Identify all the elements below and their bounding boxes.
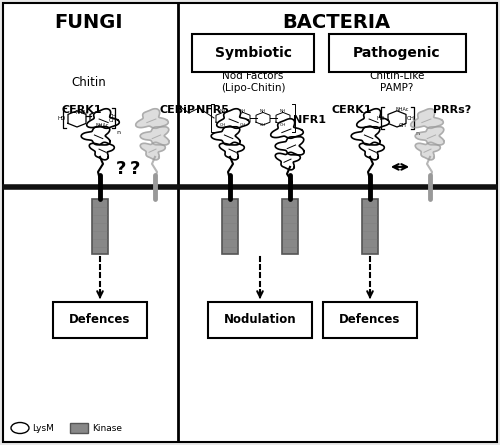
Text: ?: ? — [130, 160, 140, 178]
Text: Defences: Defences — [70, 313, 130, 326]
Polygon shape — [211, 127, 240, 145]
Text: OH: OH — [109, 118, 117, 123]
Text: Chitin-Like
PAMP?: Chitin-Like PAMP? — [370, 71, 424, 93]
Bar — [362, 199, 378, 254]
Text: NH: NH — [280, 109, 286, 113]
Bar — [222, 199, 238, 254]
FancyBboxPatch shape — [323, 302, 417, 338]
Polygon shape — [86, 109, 120, 128]
Polygon shape — [276, 152, 300, 170]
Text: OH: OH — [398, 123, 406, 128]
Polygon shape — [90, 142, 114, 160]
FancyBboxPatch shape — [208, 302, 312, 338]
Polygon shape — [220, 142, 244, 160]
Polygon shape — [360, 142, 384, 160]
Text: CERK1: CERK1 — [332, 105, 372, 115]
FancyBboxPatch shape — [329, 34, 466, 72]
Text: OH: OH — [260, 123, 266, 127]
Text: Nodulation: Nodulation — [224, 313, 296, 326]
Text: OH: OH — [280, 123, 286, 127]
Polygon shape — [81, 127, 110, 145]
Text: BACTERIA: BACTERIA — [282, 12, 390, 32]
Text: CEBiP: CEBiP — [159, 105, 195, 115]
Text: Symbiotic: Symbiotic — [214, 46, 292, 60]
Polygon shape — [216, 109, 250, 128]
Text: OH: OH — [240, 123, 246, 127]
Text: NHAc: NHAc — [96, 123, 110, 128]
Polygon shape — [140, 142, 166, 160]
Text: ?: ? — [116, 160, 126, 178]
Polygon shape — [275, 137, 304, 155]
Bar — [70, 423, 88, 433]
Polygon shape — [416, 142, 440, 160]
Text: HO: HO — [376, 116, 385, 121]
Polygon shape — [410, 109, 444, 128]
Polygon shape — [136, 109, 168, 128]
Polygon shape — [356, 109, 390, 128]
Text: NHAc: NHAc — [396, 107, 409, 112]
Text: HO: HO — [58, 116, 66, 121]
Text: NH: NH — [260, 109, 266, 113]
Polygon shape — [270, 119, 304, 138]
Text: Chitin: Chitin — [72, 76, 106, 89]
Text: OH: OH — [220, 123, 226, 127]
Text: FUNGI: FUNGI — [55, 12, 123, 32]
Bar — [92, 199, 108, 254]
Bar — [282, 199, 298, 254]
Polygon shape — [351, 127, 380, 145]
Text: LysM: LysM — [32, 424, 54, 433]
Text: NFR1: NFR1 — [294, 115, 326, 125]
Text: CERK1: CERK1 — [62, 105, 102, 115]
Polygon shape — [415, 127, 444, 145]
Text: OH: OH — [407, 116, 415, 121]
FancyBboxPatch shape — [3, 3, 497, 442]
Text: n: n — [116, 130, 120, 135]
Text: Kinase: Kinase — [92, 424, 122, 433]
FancyBboxPatch shape — [192, 34, 314, 72]
Text: Defences: Defences — [340, 313, 400, 326]
Text: PRRs?: PRRs? — [433, 105, 471, 115]
Text: n: n — [415, 131, 419, 136]
Text: OH: OH — [109, 114, 117, 119]
Text: Pathogenic: Pathogenic — [353, 46, 441, 60]
Text: NH: NH — [240, 109, 246, 113]
Text: NH: NH — [220, 109, 226, 113]
Text: NFR5: NFR5 — [196, 105, 228, 115]
Ellipse shape — [11, 422, 29, 433]
Text: Nod Factors
(Lipo-Chitin): Nod Factors (Lipo-Chitin) — [221, 71, 285, 93]
FancyBboxPatch shape — [53, 302, 147, 338]
Text: NHAc: NHAc — [76, 110, 89, 115]
Polygon shape — [140, 127, 169, 145]
